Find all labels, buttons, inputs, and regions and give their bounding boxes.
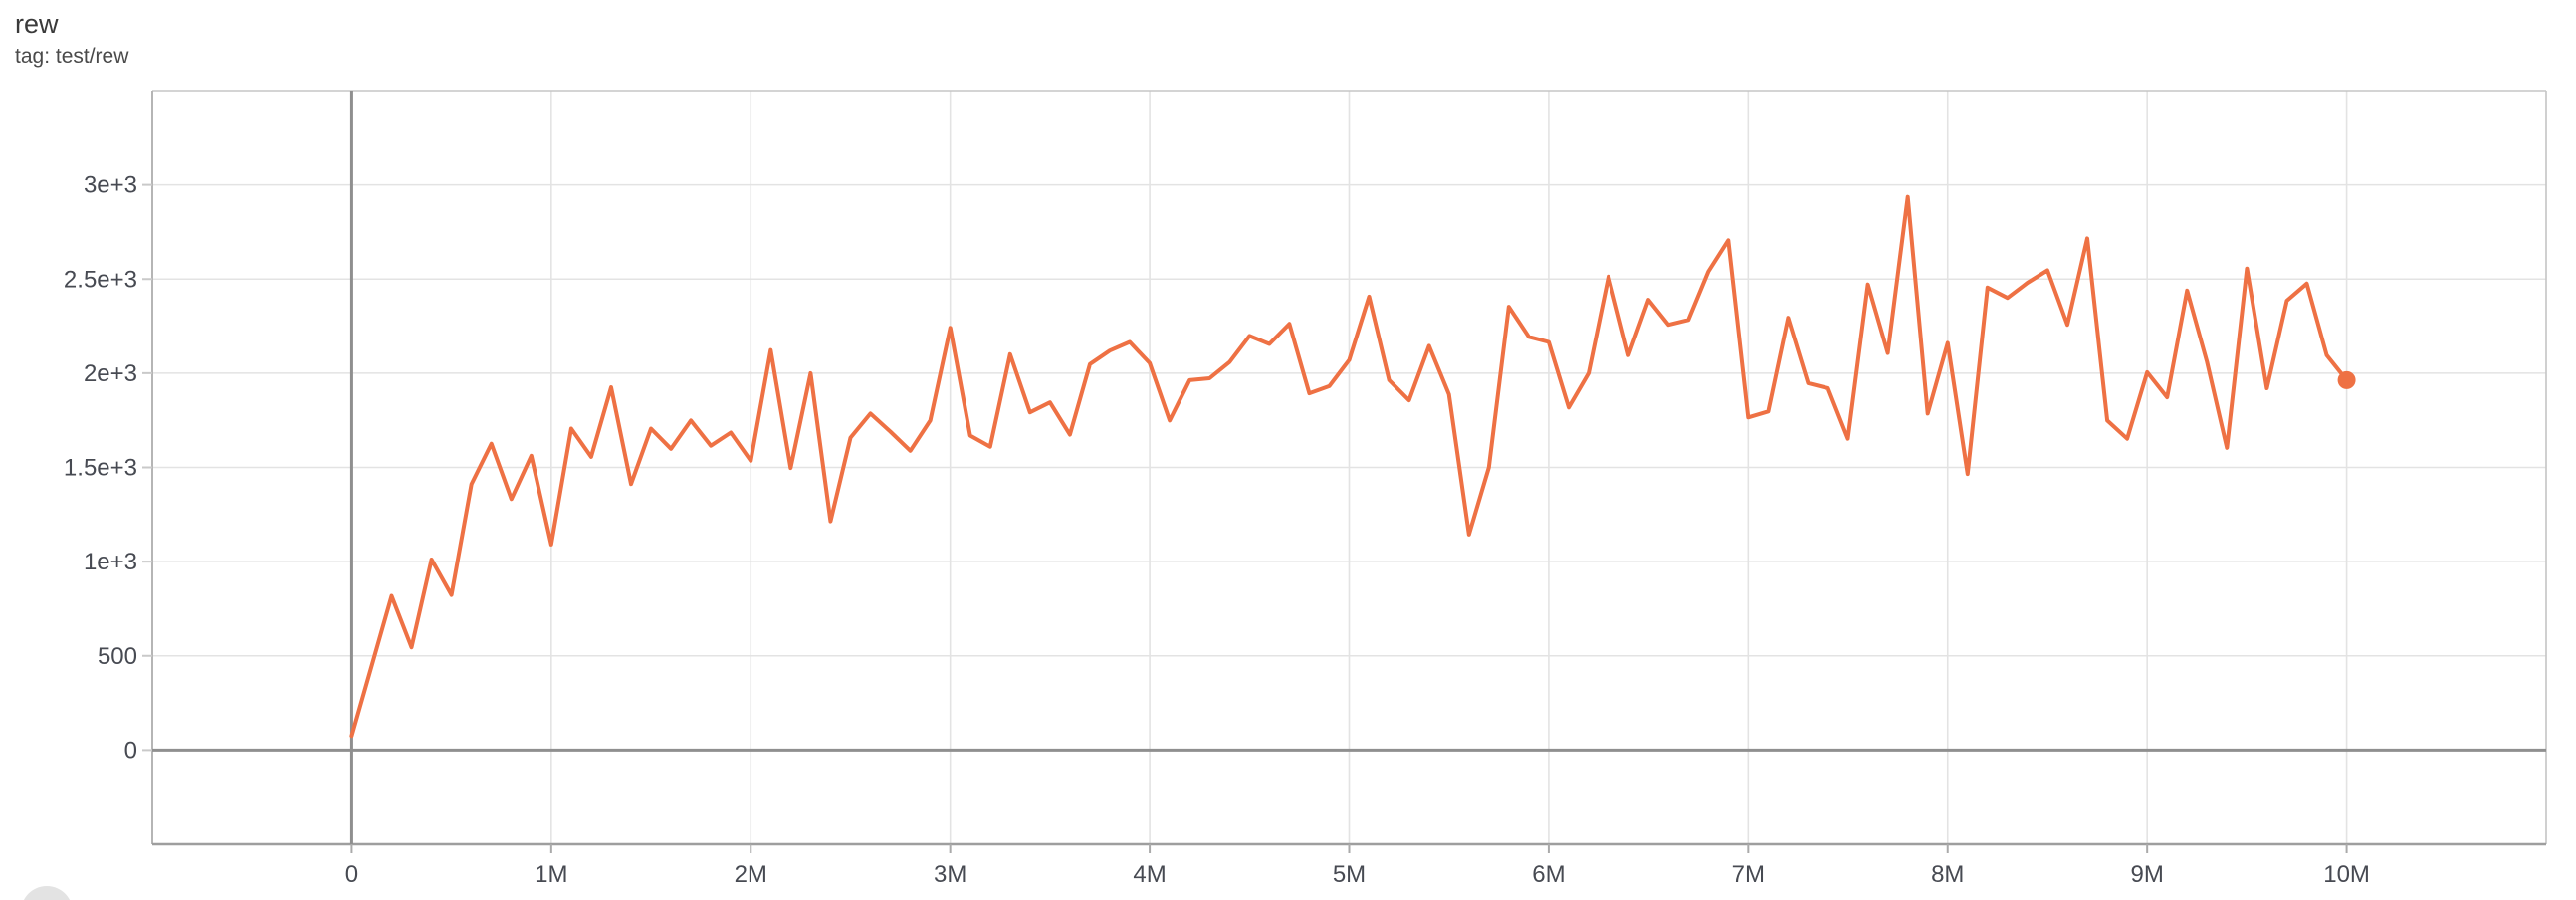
x-tick-label: 10M — [2323, 861, 2370, 888]
chart-title: rew — [15, 9, 59, 39]
x-tick-label: 3M — [934, 861, 966, 888]
x-tick-label: 7M — [1732, 861, 1765, 888]
x-tick-label: 9M — [2130, 861, 2163, 888]
y-tick-label: 2.5e+3 — [64, 266, 137, 293]
card-action-button[interactable] — [21, 886, 73, 900]
x-tick-label: 0 — [345, 861, 358, 888]
x-tick-label: 6M — [1532, 861, 1565, 888]
y-tick-label: 0 — [124, 737, 137, 764]
x-tick-label: 2M — [735, 861, 767, 888]
y-tick-label: 1.5e+3 — [64, 455, 137, 482]
y-tick-label: 3e+3 — [84, 172, 137, 199]
series-line-test-rew — [349, 194, 2349, 739]
x-tick-label: 1M — [535, 861, 567, 888]
chart-tag: tag: test/rew — [15, 45, 129, 68]
chart-header: rew tag: test/rew — [15, 8, 128, 70]
series-endpoint-dot — [2337, 370, 2356, 389]
y-tick-label: 1e+3 — [84, 549, 137, 575]
x-tick-label: 5M — [1333, 861, 1366, 888]
y-tick-label: 2e+3 — [84, 360, 137, 387]
x-tick-label: 8M — [1931, 861, 1964, 888]
y-tick-label: 500 — [98, 643, 137, 670]
x-tick-label: 4M — [1133, 861, 1166, 888]
